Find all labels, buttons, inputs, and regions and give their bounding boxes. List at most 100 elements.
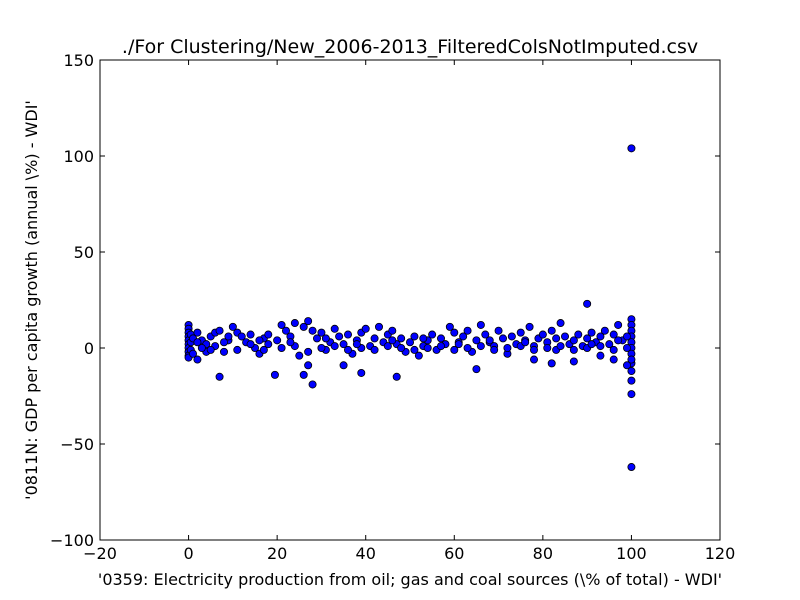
data-point [605, 340, 614, 349]
data-point [423, 343, 432, 352]
data-point [388, 336, 397, 345]
data-point [219, 338, 228, 347]
data-point [312, 334, 321, 343]
data-point [193, 328, 202, 337]
data-point [206, 345, 215, 354]
data-point [317, 343, 326, 352]
data-point [627, 355, 636, 364]
data-point [587, 340, 596, 349]
x-tick-label: −20 [83, 544, 117, 563]
data-point [370, 334, 379, 343]
data-point [246, 340, 255, 349]
data-point [397, 334, 406, 343]
data-point [569, 345, 578, 354]
x-axis-label: '0359: Electricity production from oil; … [98, 570, 722, 589]
data-point [374, 322, 383, 331]
data-point [215, 372, 224, 381]
data-point [627, 367, 636, 376]
data-point [197, 343, 206, 352]
data-point [583, 299, 592, 308]
axis-ticks: −20 0 20 40 60 80 100 120 −100 −50 0 50 100 150 [50, 51, 735, 563]
data-point [273, 336, 282, 345]
data-point [436, 334, 445, 343]
data-point [623, 332, 632, 341]
data-point [596, 342, 605, 351]
data-point [330, 324, 339, 333]
data-point [383, 342, 392, 351]
data-point [623, 361, 632, 370]
y-tick-label: 50 [74, 243, 94, 262]
data-point [264, 330, 273, 339]
data-point [304, 317, 313, 326]
data-point [410, 345, 419, 354]
data-point [237, 332, 246, 341]
data-point [587, 328, 596, 337]
data-point [357, 368, 366, 377]
data-point [304, 361, 313, 370]
data-point [552, 334, 561, 343]
data-point [614, 336, 623, 345]
data-point [255, 336, 264, 345]
data-point [569, 357, 578, 366]
data-point [556, 342, 565, 351]
data-point [388, 326, 397, 335]
data-point [343, 330, 352, 339]
y-tick-label: 0 [84, 339, 94, 358]
data-point [627, 376, 636, 385]
data-point [507, 332, 516, 341]
data-point [419, 334, 428, 343]
data-point [543, 343, 552, 352]
data-point [352, 340, 361, 349]
data-point [259, 345, 268, 354]
x-tick-label: 100 [616, 544, 647, 563]
data-point [308, 326, 317, 335]
data-point [472, 336, 481, 345]
data-point [330, 342, 339, 351]
data-point [530, 345, 539, 354]
x-tick-label: 40 [356, 544, 376, 563]
data-point [339, 361, 348, 370]
data-point [561, 332, 570, 341]
data-point [583, 334, 592, 343]
y-tick-label: −50 [60, 435, 94, 454]
data-point [547, 326, 556, 335]
data-point [547, 359, 556, 368]
data-point [627, 144, 636, 153]
data-point [538, 330, 547, 339]
plot-area [99, 59, 721, 541]
data-point [299, 322, 308, 331]
data-point [490, 345, 499, 354]
data-point [521, 338, 530, 347]
data-point [299, 370, 308, 379]
data-point [476, 320, 485, 329]
data-point [224, 332, 233, 341]
data-point [623, 343, 632, 352]
data-point [525, 322, 534, 331]
data-point [410, 332, 419, 341]
data-point [627, 463, 636, 472]
data-point [414, 351, 423, 360]
data-point [614, 320, 623, 329]
data-point [295, 351, 304, 360]
data-point [450, 345, 459, 354]
y-axis-label: '0811N: GDP per capita growth (annual \%… [22, 100, 41, 500]
data-point [304, 347, 313, 356]
data-point [277, 320, 286, 329]
data-point [219, 347, 228, 356]
data-point [498, 334, 507, 343]
data-point [485, 336, 494, 345]
data-point [627, 390, 636, 399]
y-tick-label: 100 [63, 147, 94, 166]
data-point [343, 345, 352, 354]
data-point [530, 355, 539, 364]
data-point [321, 334, 330, 343]
y-tick-label: 150 [63, 51, 94, 70]
data-point [463, 326, 472, 335]
data-point [405, 338, 414, 347]
data-point [454, 340, 463, 349]
data-point [574, 330, 583, 339]
data-point [193, 355, 202, 364]
x-tick-label: 60 [444, 544, 464, 563]
data-point [246, 330, 255, 339]
